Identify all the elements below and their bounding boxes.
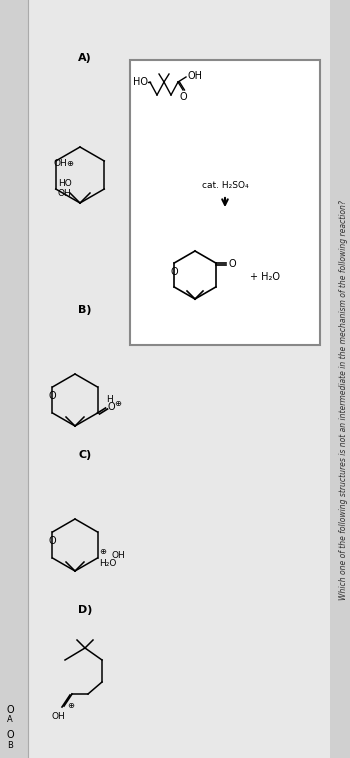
Text: HO: HO [58,178,71,187]
Text: OH: OH [54,159,68,168]
Text: H₂O: H₂O [99,559,117,568]
Bar [130,60,320,345]
Text: ⊕: ⊕ [114,399,121,408]
Text: H: H [106,394,113,403]
Text: O: O [49,391,56,401]
Text: A): A) [78,53,92,63]
Text: O: O [179,92,187,102]
Text: D): D) [78,605,92,615]
Text: B: B [7,741,13,750]
Text: O: O [49,536,56,546]
Bar [330,0,350,758]
Text: + H₂O: + H₂O [250,272,280,282]
Text: ⊕: ⊕ [67,701,74,710]
Text: OH: OH [187,71,202,81]
Text: B): B) [78,305,92,315]
Bar [0,0,28,758]
Text: O: O [229,259,236,269]
Text: OH: OH [58,189,71,198]
Text: O: O [6,705,14,715]
Text: Which one of the following structures is not an intermediate in the mechanism of: Which one of the following structures is… [338,200,348,600]
Text: cat. H₂SO₄: cat. H₂SO₄ [202,180,248,190]
Text: O: O [107,402,115,412]
Text: OH: OH [112,550,125,559]
Text: A: A [7,716,13,725]
Text: ⊕: ⊕ [99,547,106,556]
Text: O: O [170,267,178,277]
Text: O: O [6,730,14,740]
Text: ⊕: ⊕ [66,159,73,168]
Text: HO: HO [133,77,148,87]
Text: C): C) [78,450,92,460]
Text: OH: OH [51,712,65,721]
